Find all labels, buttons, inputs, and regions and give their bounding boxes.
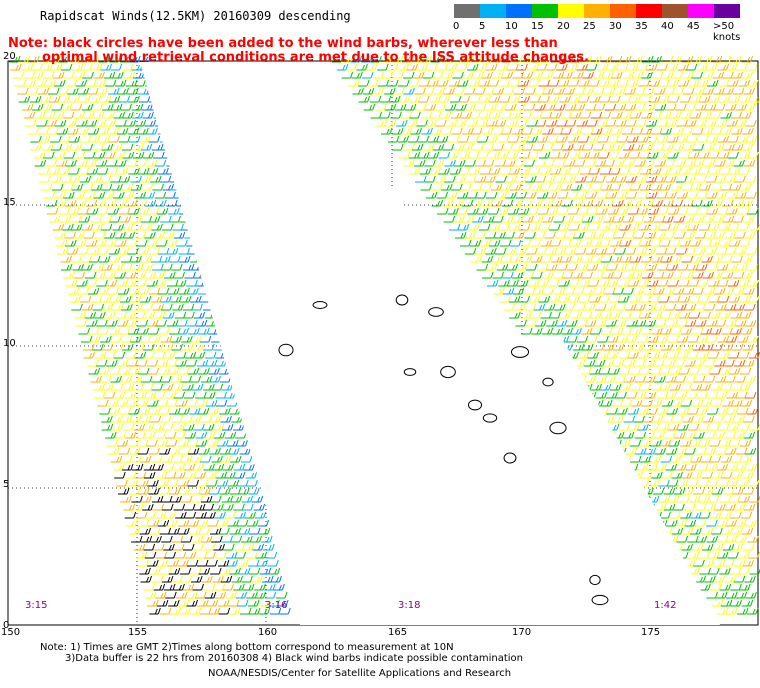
pass-time-label: 3:16 bbox=[265, 600, 288, 611]
lon-label-160: 160 bbox=[258, 627, 278, 638]
legend-tick-label: 35 bbox=[635, 21, 648, 32]
lat-label-0: 0 bbox=[3, 620, 10, 631]
legend-swatch bbox=[454, 4, 480, 18]
map-title: Rapidscat Winds(12.5KM) 20160309 descend… bbox=[40, 9, 351, 23]
data-gap bbox=[420, 335, 720, 625]
wind-swath-east bbox=[331, 55, 760, 615]
legend-swatch bbox=[636, 4, 662, 18]
lon-label-150: 150 bbox=[1, 627, 21, 638]
lon-label-175: 175 bbox=[641, 627, 661, 638]
legend-swatch bbox=[662, 4, 688, 18]
legend-swatch bbox=[610, 4, 636, 18]
legend-swatch bbox=[688, 4, 714, 18]
lon-label-155: 155 bbox=[128, 627, 148, 638]
legend-tick-label: 20 bbox=[557, 21, 570, 32]
wind-swath-west bbox=[8, 55, 291, 615]
legend-swatch bbox=[480, 4, 506, 18]
legend-tick-label: 0 bbox=[453, 21, 460, 32]
lat-label-20n: 20 bbox=[3, 51, 16, 62]
legend-tick-label: 15 bbox=[531, 21, 544, 32]
island-outlines bbox=[278, 294, 609, 606]
legend-tick-label: 40 bbox=[661, 21, 674, 32]
footnote-line2: 3)Data buffer is 22 hrs from 20160308 4)… bbox=[65, 653, 523, 664]
legend-swatch bbox=[532, 4, 558, 18]
legend-tick-label: 25 bbox=[583, 21, 596, 32]
credit-line: NOAA/NESDIS/Center for Satellite Applica… bbox=[208, 668, 512, 679]
lat-label-15n: 15 bbox=[3, 197, 16, 208]
pass-time-label: 3:15 bbox=[25, 600, 48, 611]
footnote-line1: Note: 1) Times are GMT 2)Times along bot… bbox=[40, 642, 454, 653]
contamination-note-line2: optimal wind retrieval conditions are me… bbox=[42, 50, 589, 65]
lat-label-5n: 5 bbox=[3, 479, 10, 490]
lon-label-170: 170 bbox=[512, 627, 532, 638]
legend-swatch bbox=[506, 4, 532, 18]
pass-time-label: 1:42 bbox=[654, 600, 677, 611]
wind-speed-legend: 0 5 10 15 20 25 30 35 40 45 >50 knots bbox=[453, 4, 754, 43]
pass-time-label: 3:18 bbox=[398, 600, 421, 611]
legend-swatch bbox=[714, 4, 740, 18]
lon-label-165: 165 bbox=[388, 627, 408, 638]
contamination-note-line1: Note: black circles have been added to t… bbox=[8, 36, 558, 51]
legend-tick-label: 10 bbox=[505, 21, 518, 32]
legend-swatch bbox=[584, 4, 610, 18]
legend-tick-label: 5 bbox=[479, 21, 486, 32]
legend-swatch bbox=[558, 4, 584, 18]
legend-tick-label: 45 bbox=[687, 21, 700, 32]
legend-tick-label: >50 knots bbox=[713, 21, 741, 43]
legend-tick-label: 30 bbox=[609, 21, 622, 32]
lat-label-10n: 10 bbox=[3, 338, 16, 349]
